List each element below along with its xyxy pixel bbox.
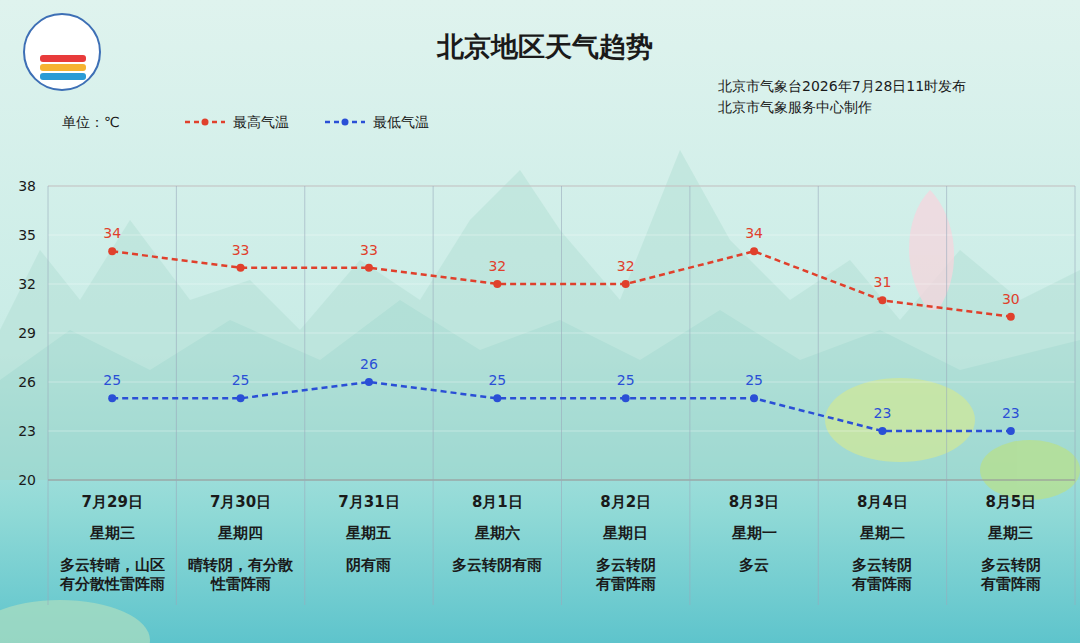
x-tick-label: 8月1日 [472,493,523,511]
weather: 多云转阴有雨 [452,556,542,574]
weather: 多云转晴，山区 [60,556,165,574]
data-label: 30 [1002,291,1020,307]
column-separator [689,186,690,605]
unit-label: 单位：℃ [62,114,120,130]
weekday: 星期三 [987,524,1033,542]
decoration [0,190,1080,643]
plot-area [108,247,1015,435]
publisher: 北京市气象服务中心制作 [718,99,872,115]
weekday: 星期六 [474,524,520,542]
point [750,247,758,255]
column-separator [946,186,947,605]
title: 北京地区天气趋势 [436,31,653,62]
data-label: 26 [360,356,378,372]
point [365,378,373,386]
weather: 晴转阴，有分散 [188,556,294,574]
data-label: 25 [232,372,250,388]
publisher: 北京市气象台2026年7月28日11时发布 [718,78,966,94]
column-separator [433,186,434,605]
data-label: 32 [488,258,506,274]
point [878,427,886,435]
data-label: 31 [874,274,892,290]
legend-label: 最高气温 [233,114,289,130]
point [1007,313,1015,321]
line [112,382,1011,431]
data-label: 25 [103,372,121,388]
y-tick-label: 29 [18,325,36,341]
data-label: 23 [874,405,892,421]
weather: 多云转阴 [596,556,656,574]
weather: 有雷阵雨 [851,575,912,593]
weekday: 星期四 [217,524,263,542]
background [0,0,1080,643]
weather: 性雷阵雨 [210,575,271,593]
data-labels: 34 33 33 32 32 34 31 30 25 25 26 25 25 25 23 23 [103,225,1019,421]
decoration [0,150,1080,480]
y-tick-label: 35 [18,227,36,243]
column-separator [48,186,49,605]
point [108,394,116,402]
x-tick-label: 8月4日 [857,493,908,511]
weather: 多云 [739,556,769,574]
weather: 多云转阴 [981,556,1041,574]
weather: 多云转阴 [852,556,912,574]
weather: 有雷阵雨 [595,575,656,593]
point [622,394,630,402]
data-label: 25 [617,372,635,388]
legend-item [325,119,365,126]
point [493,394,501,402]
point [108,247,116,255]
column-separator [176,186,177,605]
y-tick-label: 26 [18,374,36,390]
column-separator [561,186,562,605]
point [622,280,630,288]
logo [24,14,100,90]
point [237,394,245,402]
x-tick-label: 7月29日 [82,493,143,511]
weekday: 星期五 [345,524,391,542]
x-tick-label: 7月31日 [338,493,399,511]
column-separator [818,186,819,605]
y-tick-label: 38 [18,178,36,194]
data-label: 34 [745,225,763,241]
line [112,251,1011,316]
legend-label: 最低气温 [373,114,429,130]
data-label: 23 [1002,405,1020,421]
x-tick-label: 8月5日 [985,493,1036,511]
x-tick-label: 8月2日 [600,493,651,511]
weather: 阴有雨 [346,556,391,574]
weekday: 星期一 [731,524,777,542]
point [365,264,373,272]
column-separator [1075,186,1076,605]
point [493,280,501,288]
data-label: 33 [360,242,378,258]
legend-item [185,119,225,126]
x-tick-label: 7月30日 [210,493,271,511]
point [750,394,758,402]
point [1007,427,1015,435]
point [878,296,886,304]
weekday: 星期三 [89,524,135,542]
y-tick-label: 20 [18,472,36,488]
y-tick-label: 32 [18,276,36,292]
weekday: 星期日 [602,524,648,542]
data-label: 32 [617,258,635,274]
data-label: 34 [103,225,121,241]
column-separator [304,186,305,605]
weekday: 星期二 [859,524,905,542]
data-label: 25 [745,372,763,388]
point [237,264,245,272]
data-label: 25 [488,372,506,388]
x-tick-label: 8月3日 [729,493,780,511]
y-tick-label: 23 [18,423,36,439]
data-label: 33 [232,242,250,258]
weather: 有雷阵雨 [980,575,1041,593]
weather: 有分散性雷阵雨 [59,575,165,593]
